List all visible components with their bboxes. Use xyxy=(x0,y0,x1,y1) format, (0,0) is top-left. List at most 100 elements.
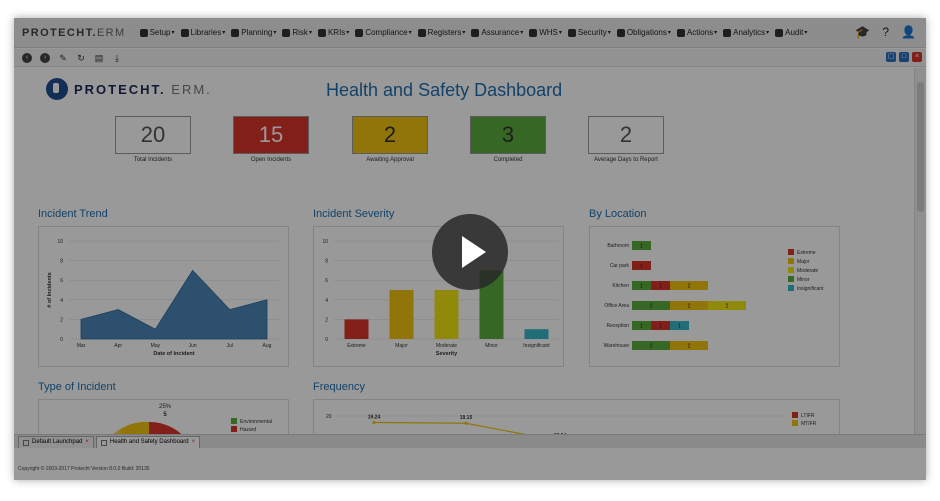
print-icon[interactable]: ▤ xyxy=(94,52,104,63)
tab-health-and-safety[interactable]: Health and Safety Dashboard × xyxy=(95,436,201,448)
legend-label: Environmental xyxy=(240,419,272,425)
edit-icon[interactable]: ✎ xyxy=(59,52,67,63)
libraries-icon xyxy=(180,28,189,37)
trend-title: Incident Trend xyxy=(38,208,108,220)
kpi-card[interactable]: 2 Average Days to Report xyxy=(588,116,664,163)
legend-swatch xyxy=(231,418,237,424)
legend-swatch xyxy=(788,267,794,273)
kpi-value: 2 xyxy=(352,116,428,154)
download-icon[interactable]: ⤓ xyxy=(115,52,119,63)
x-tick-label: Jun xyxy=(189,343,197,349)
training-icon[interactable]: 🎓 xyxy=(855,25,871,39)
y-tick-label: 2 xyxy=(325,317,328,323)
chevron-down-icon: ▾ xyxy=(222,30,226,36)
nav-item-assurance[interactable]: Assurance ▾ xyxy=(471,28,523,37)
location-bar-segment xyxy=(632,281,651,290)
security-icon xyxy=(567,28,576,37)
kpi-card[interactable]: 2 Awaiting Approval xyxy=(352,116,428,163)
data-label: 19.24 xyxy=(368,414,381,420)
tab-default-launchpad[interactable]: Default Launchpad × xyxy=(18,436,94,448)
nav-item-compliance[interactable]: Compliance ▾ xyxy=(355,28,412,37)
y-tick-label: Car park xyxy=(610,263,630,269)
chevron-down-icon: ▾ xyxy=(273,30,277,36)
nav-item-analytics[interactable]: Analytics ▾ xyxy=(723,28,769,37)
mtifr-line xyxy=(373,421,526,434)
kpi-value: 3 xyxy=(470,116,546,154)
kpi-value: 20 xyxy=(115,116,191,154)
back-icon[interactable]: ‹ xyxy=(22,52,32,63)
scroll-thumb[interactable] xyxy=(917,82,924,212)
close-tab-icon[interactable]: × xyxy=(191,439,196,445)
actions-icon xyxy=(676,28,685,37)
chevron-down-icon: ▾ xyxy=(308,30,312,36)
location-bar-segment xyxy=(670,321,689,330)
kpi-card[interactable]: 20 Total Incidents xyxy=(115,116,191,163)
kpi-card[interactable]: 3 Completed xyxy=(470,116,546,163)
assurance-icon xyxy=(471,28,480,37)
location-panel: Bathroom 1 Car park 1 Kitchen 1 1 2 Office Area 2… xyxy=(589,226,840,367)
location-bar-segment xyxy=(651,281,670,290)
tab-page-icon xyxy=(23,439,29,446)
user-icon[interactable]: 👤 xyxy=(901,25,916,39)
data-point xyxy=(372,420,376,425)
dashboard-content: PROTECHT. ERM. Health and Safety Dashboa… xyxy=(14,68,914,434)
nav-item-security[interactable]: Security ▾ xyxy=(567,28,611,37)
maximize-icon[interactable]: □ xyxy=(899,52,909,62)
help-icon[interactable]: ? xyxy=(882,25,890,39)
forward-icon[interactable]: › xyxy=(40,52,50,63)
refresh-icon[interactable]: ↻ xyxy=(77,52,85,63)
close-icon[interactable]: × xyxy=(912,52,922,62)
nav-item-audit[interactable]: Audit ▾ xyxy=(775,28,807,37)
severity-bar xyxy=(524,329,549,339)
legend-label: Extreme xyxy=(797,250,816,256)
logo-mark-icon xyxy=(46,78,68,100)
audit-icon xyxy=(775,28,784,37)
frequency-title: Frequency xyxy=(313,381,365,393)
nav-item-libraries[interactable]: Libraries ▾ xyxy=(180,28,226,37)
nav-item-planning[interactable]: Planning ▾ xyxy=(231,28,276,37)
legend-label: Major xyxy=(797,259,810,265)
x-axis-label: Date of Incident xyxy=(153,351,194,357)
data-label: 1 xyxy=(640,244,643,250)
nav-item-registers[interactable]: Registers ▾ xyxy=(417,28,465,37)
y-tick-label: 4 xyxy=(60,298,63,304)
y-tick-label: 0 xyxy=(325,337,328,343)
severity-bar xyxy=(389,290,414,339)
compliance-icon xyxy=(355,28,364,37)
restore-icon[interactable]: ▢ xyxy=(886,52,896,62)
play-button[interactable] xyxy=(432,214,508,290)
kpi-value: 2 xyxy=(588,116,664,154)
kpi-label: Total Incidents xyxy=(133,157,173,163)
location-bar-segment xyxy=(632,321,651,330)
chevron-down-icon: ▾ xyxy=(607,30,611,36)
chevron-down-icon: ▾ xyxy=(520,30,524,36)
nav-item-kris[interactable]: KRIs ▾ xyxy=(317,28,349,37)
nav-item-setup[interactable]: Setup ▾ xyxy=(139,28,175,37)
data-point xyxy=(464,421,468,425)
setup-icon xyxy=(139,28,148,37)
location-title: By Location xyxy=(589,208,647,220)
x-tick-label: Aug xyxy=(263,343,272,349)
pie-slice xyxy=(149,421,182,434)
close-tab-icon[interactable]: × xyxy=(85,439,89,445)
location-bar-segment xyxy=(651,321,670,330)
vertical-scrollbar[interactable] xyxy=(914,68,926,434)
brand-logo[interactable]: PROTECHT.ERM xyxy=(22,26,126,39)
kpi-label: Average Days to Report xyxy=(594,157,658,163)
data-label: 1 xyxy=(659,324,662,330)
nav-item-obligations[interactable]: Obligations ▾ xyxy=(616,28,671,37)
page-title: Health and Safety Dashboard xyxy=(326,80,563,100)
nav-item-whs[interactable]: WHS ▾ xyxy=(529,28,562,37)
location-bar-segment xyxy=(632,261,651,270)
top-navigation: PROTECHT.ERM Setup ▾ Libraries ▾ Planning ▾ Ri… xyxy=(14,18,926,48)
data-label: 2 xyxy=(650,344,653,350)
nav-item-actions[interactable]: Actions ▾ xyxy=(676,28,717,37)
chevron-down-icon: ▾ xyxy=(766,30,770,36)
location-bar-segment xyxy=(632,341,670,350)
chevron-down-icon: ▾ xyxy=(558,30,562,36)
by-location-chart: Bathroom 1 Car park 1 Kitchen 1 1 2 Office Area 2… xyxy=(604,241,824,350)
nav-item-risk[interactable]: Risk ▾ xyxy=(282,28,312,37)
data-label: 1 xyxy=(640,264,643,270)
kpi-card[interactable]: 15 Open Incidents xyxy=(233,116,309,163)
